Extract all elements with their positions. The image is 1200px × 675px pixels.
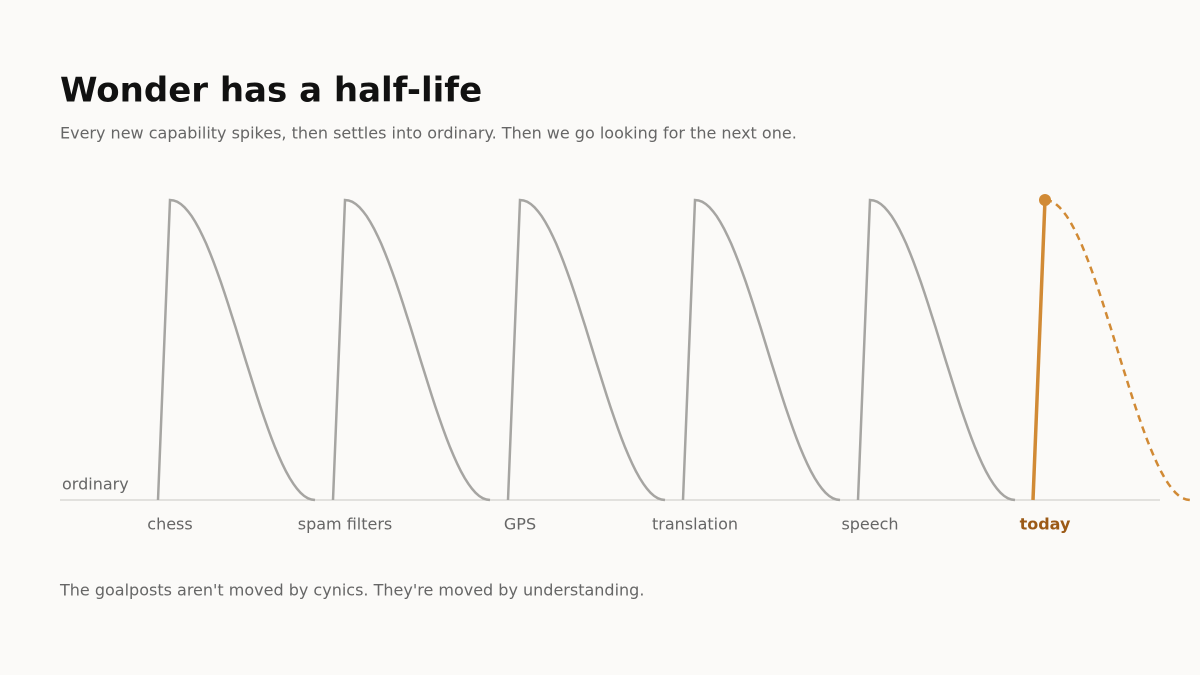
wonder-curve: [506, 198, 666, 502]
wonder-curve: [856, 198, 1016, 502]
current-curve: [1044, 198, 1191, 502]
moment-label: chess: [147, 515, 192, 534]
wonder-curve: [331, 198, 491, 502]
curves: chess spam filters GPS translation speech tod…: [147, 194, 1191, 534]
wonder-curve: [681, 198, 841, 502]
baseline-label: ordinary: [62, 475, 129, 494]
footer: The goalposts aren't moved by cynics. Th…: [59, 581, 644, 600]
subtitle: Every new capability spikes, then settle…: [60, 124, 797, 143]
moment-label: translation: [652, 515, 738, 534]
current-peak: [1039, 194, 1051, 206]
current-rise: [1031, 199, 1047, 501]
moment-label: speech: [841, 515, 898, 534]
wonder-curve: [156, 198, 316, 502]
title: Wonder has a half-life: [60, 71, 482, 111]
moment-label: today: [1020, 515, 1071, 534]
moment-label: GPS: [504, 515, 536, 534]
moment-label: spam filters: [298, 515, 393, 534]
